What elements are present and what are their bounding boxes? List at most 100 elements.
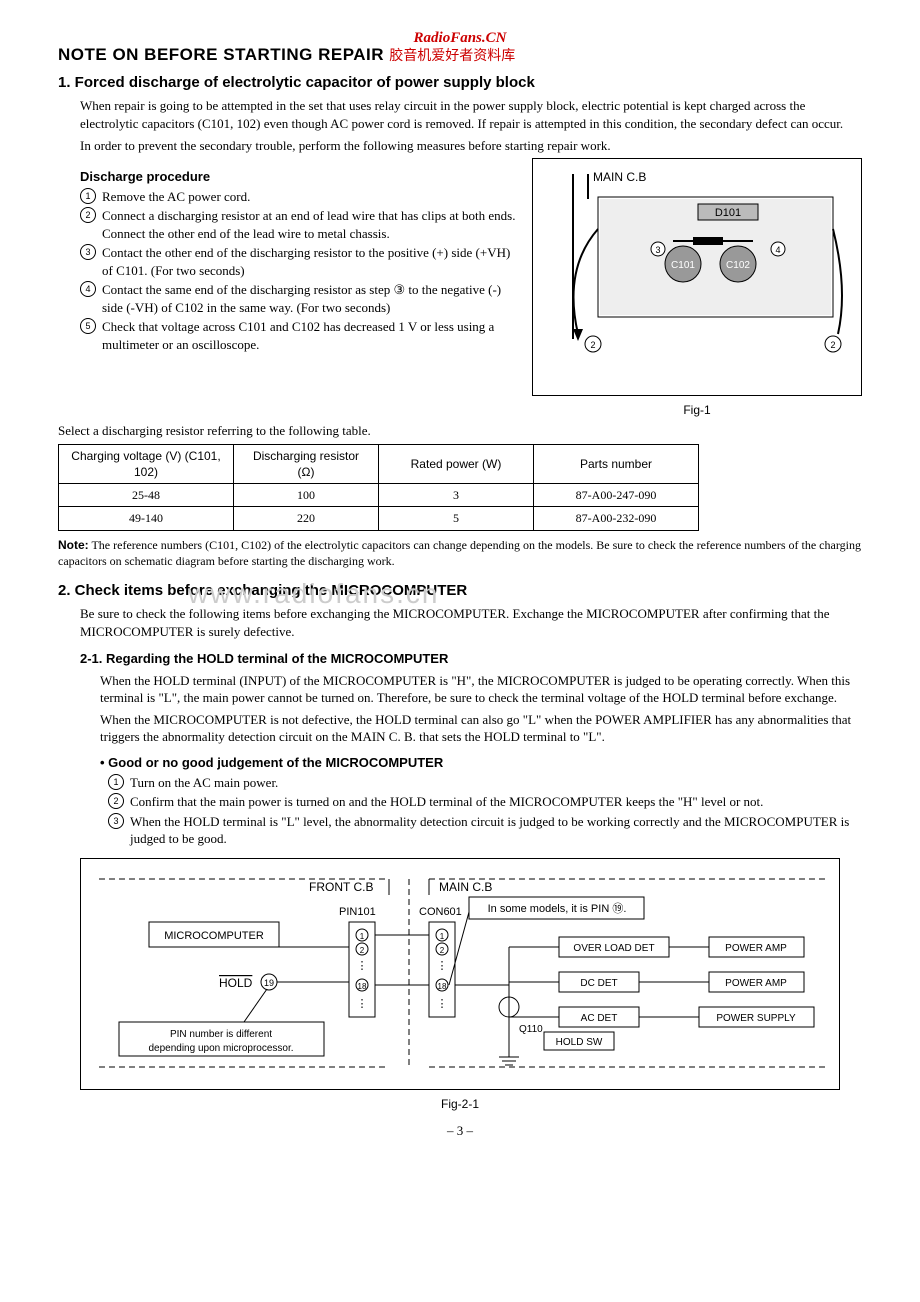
step-text-4: Contact the same end of the discharging …: [102, 282, 501, 315]
svg-text:18: 18: [358, 982, 367, 991]
step-2: 2 Connect a discharging resistor at an en…: [80, 207, 518, 242]
step-num-1: 1: [80, 188, 96, 204]
discharge-heading: Discharge procedure: [80, 168, 518, 186]
gstep-text-1: Turn on the AC main power.: [130, 775, 278, 790]
fig1-c102: C102: [726, 260, 750, 271]
gstep-3: 3 When the HOLD terminal is "L" level, th…: [108, 813, 862, 848]
gstep-text-2: Confirm that the main power is turned on…: [130, 794, 763, 809]
step-text-3: Contact the other end of the discharging…: [102, 245, 510, 278]
fig21-main-cb: MAIN C.B: [439, 880, 492, 894]
section21-heading: 2-1. Regarding the HOLD terminal of the …: [80, 650, 862, 668]
fig21-holdsw: HOLD SW: [556, 1037, 603, 1048]
svg-text:⋮: ⋮: [357, 960, 368, 972]
step-text-1: Remove the AC power cord.: [102, 189, 250, 204]
cell: 3: [379, 484, 534, 507]
gstep-1: 1 Turn on the AC main power.: [108, 774, 862, 792]
fig21-note-pin19: In some models, it is PIN ⑲.: [488, 902, 627, 915]
section1-heading: 1. Forced discharge of electrolytic capa…: [58, 73, 862, 93]
svg-text:⋮: ⋮: [437, 998, 448, 1010]
step-text-5: Check that voltage across C101 and C102 …: [102, 319, 494, 352]
svg-text:1: 1: [360, 932, 365, 941]
good-steps: 1 Turn on the AC main power. 2 Confirm tha…: [108, 774, 862, 848]
gstep-2: 2 Confirm that the main power is turned o…: [108, 793, 862, 811]
fig21-svg: FRONT C.B MAIN C.B MICROCOMPUTER HOLD 19…: [89, 867, 829, 1077]
table-row: 49-140 220 5 87-A00-232-090: [59, 507, 699, 530]
section1-para1: When repair is going to be attempted in …: [80, 97, 862, 132]
svg-text:PIN number is different: PIN number is different: [170, 1029, 272, 1040]
fig1-caption: Fig-1: [532, 402, 862, 418]
fig1-c101: C101: [671, 260, 695, 271]
resistor-table: Charging voltage (V) (C101, 102) Dischar…: [58, 444, 699, 531]
title-suffix: 胶音机爱好者资料库: [389, 49, 515, 64]
step-4: 4 Contact the same end of the discharging…: [80, 281, 518, 316]
fig21-pin101: PIN101: [339, 906, 376, 918]
cell: 87-A00-232-090: [534, 507, 699, 530]
cell: 87-A00-247-090: [534, 484, 699, 507]
note-label: Note:: [58, 538, 89, 552]
good-heading: • Good or no good judgement of the MICRO…: [100, 754, 862, 772]
cell: 25-48: [59, 484, 234, 507]
cell: 220: [234, 507, 379, 530]
step-num-2: 2: [80, 207, 96, 223]
gstep-num-1: 1: [108, 774, 124, 790]
gstep-num-3: 3: [108, 813, 124, 829]
svg-text:2: 2: [830, 340, 835, 350]
fig21-dcdet: DC DET: [580, 978, 617, 989]
cell: 100: [234, 484, 379, 507]
th-1: Discharging resistor (Ω): [234, 444, 379, 483]
fig21-q110: Q110: [519, 1024, 543, 1035]
step-num-3: 3: [80, 244, 96, 260]
table-intro: Select a discharging resistor referring …: [58, 422, 862, 440]
th-2: Rated power (W): [379, 444, 534, 483]
step-1: 1 Remove the AC power cord.: [80, 188, 518, 206]
note-text: The reference numbers (C101, C102) of th…: [58, 538, 861, 568]
discharge-steps: 1 Remove the AC power cord. 2 Connect a di…: [80, 188, 518, 354]
section1-para2: In order to prevent the secondary troubl…: [80, 137, 862, 155]
th-3: Parts number: [534, 444, 699, 483]
fig1-box: MAIN C.B D101 C101 C102: [532, 158, 862, 396]
fig21-front-cb: FRONT C.B: [309, 880, 373, 894]
fig1-svg: D101 C101 C102 3 4 2: [543, 169, 851, 359]
svg-text:2: 2: [590, 340, 595, 350]
svg-text:19: 19: [264, 978, 274, 988]
section2-heading: 2. Check items before exchanging the MIC…: [58, 581, 862, 601]
cell: 49-140: [59, 507, 234, 530]
gstep-text-3: When the HOLD terminal is "L" level, the…: [130, 814, 849, 847]
svg-text:18: 18: [438, 982, 447, 991]
fig1-main-cb: MAIN C.B: [593, 169, 646, 185]
step-5: 5 Check that voltage across C101 and C102…: [80, 318, 518, 353]
svg-text:⋮: ⋮: [357, 998, 368, 1010]
fig21-poweramp2: POWER AMP: [725, 978, 787, 989]
svg-text:4: 4: [775, 245, 780, 255]
step-num-5: 5: [80, 318, 96, 334]
fig21-micro: MICROCOMPUTER: [164, 930, 264, 942]
fig21-acdet: AC DET: [581, 1013, 618, 1024]
gstep-num-2: 2: [108, 793, 124, 809]
section21-para2: When the MICROCOMPUTER is not defective,…: [100, 711, 862, 746]
fig21-box: FRONT C.B MAIN C.B MICROCOMPUTER HOLD 19…: [80, 858, 840, 1091]
step-text-2: Connect a discharging resistor at an end…: [102, 208, 515, 241]
fig21-overload: OVER LOAD DET: [573, 943, 654, 954]
section2-para1: Be sure to check the following items bef…: [80, 605, 862, 640]
step-3: 3 Contact the other end of the dischargin…: [80, 244, 518, 279]
svg-text:⋮: ⋮: [437, 960, 448, 972]
step-num-4: 4: [80, 281, 96, 297]
svg-text:1: 1: [440, 932, 445, 941]
note-line: Note: The reference numbers (C101, C102)…: [58, 537, 862, 569]
th-0: Charging voltage (V) (C101, 102): [59, 444, 234, 483]
fig1-d101: D101: [715, 207, 741, 219]
fig21-hold: HOLD: [219, 976, 253, 990]
title-note-main: NOTE ON BEFORE STARTING REPAIR: [58, 45, 384, 64]
fig21-caption: Fig-2-1: [58, 1096, 862, 1112]
table-row: 25-48 100 3 87-A00-247-090: [59, 484, 699, 507]
svg-text:3: 3: [655, 245, 660, 255]
fig21-con601: CON601: [419, 906, 462, 918]
title-note: NOTE ON BEFORE STARTING REPAIR 胶音机爱好者资料库: [58, 44, 862, 67]
section21-para1: When the HOLD terminal (INPUT) of the MI…: [100, 672, 862, 707]
page-number: – 3 –: [58, 1122, 862, 1140]
fig21-powersupply: POWER SUPPLY: [716, 1013, 796, 1024]
svg-text:2: 2: [360, 946, 365, 955]
cell: 5: [379, 507, 534, 530]
svg-text:2: 2: [440, 946, 445, 955]
fig21-poweramp1: POWER AMP: [725, 943, 787, 954]
